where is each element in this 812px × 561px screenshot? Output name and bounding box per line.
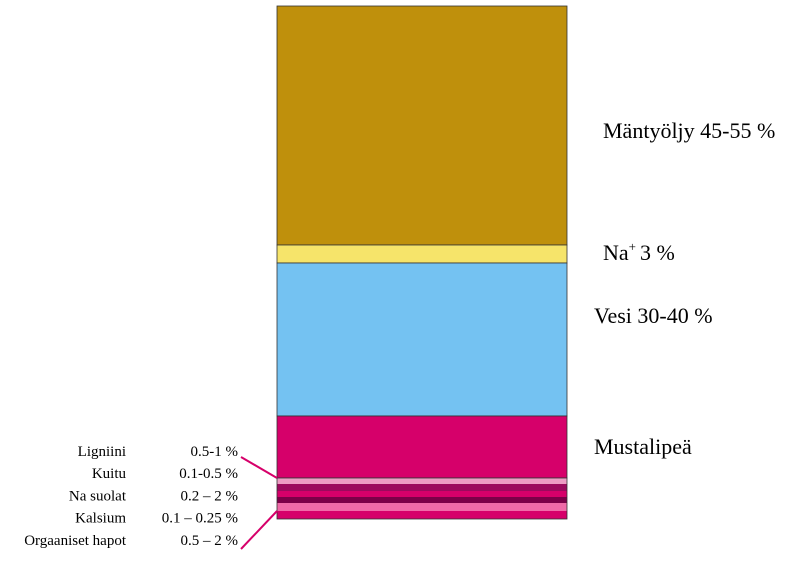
layer-label: Mustalipeä <box>594 434 692 459</box>
stripe <box>277 511 567 519</box>
stripe <box>277 478 567 484</box>
stripe <box>277 497 567 503</box>
stripe <box>277 491 567 497</box>
layer-label: Mäntyöljy 45-55 % <box>603 118 775 143</box>
component-value: 0.5-1 % <box>191 444 239 460</box>
layer-label: Na+ 3 % <box>603 239 675 265</box>
layer-label: Vesi 30-40 % <box>594 303 713 328</box>
component-name: Kuitu <box>92 466 127 482</box>
label-sup: + <box>629 239 636 254</box>
layer-black-liquor <box>276 415 568 479</box>
stripe <box>277 484 567 491</box>
components: Ligniini 0.5-1 % Kuitu 0.1-0.5 % Na suolat 0.… <box>24 444 238 549</box>
stripe <box>277 503 567 511</box>
component-value: 0.1-0.5 % <box>179 466 238 482</box>
layer-water <box>276 262 568 417</box>
component-name: Kalsium <box>75 511 126 527</box>
connector <box>240 510 278 550</box>
component-value: 0.1 – 0.25 % <box>162 511 238 527</box>
stripes <box>276 477 568 520</box>
layer-sodium <box>276 244 568 264</box>
component-name: Ligniini <box>78 444 126 460</box>
component-name: Na suolat <box>69 488 127 504</box>
label-base: Na <box>603 240 629 265</box>
connector <box>240 456 278 479</box>
component-value: 0.5 – 2 % <box>181 533 239 549</box>
component-value: 0.2 – 2 % <box>181 488 239 504</box>
component-name: Orgaaniset hapot <box>24 533 127 549</box>
label-rest: 3 % <box>640 240 675 265</box>
stripe-outline <box>276 477 568 520</box>
layer-tall-oil <box>276 5 568 246</box>
